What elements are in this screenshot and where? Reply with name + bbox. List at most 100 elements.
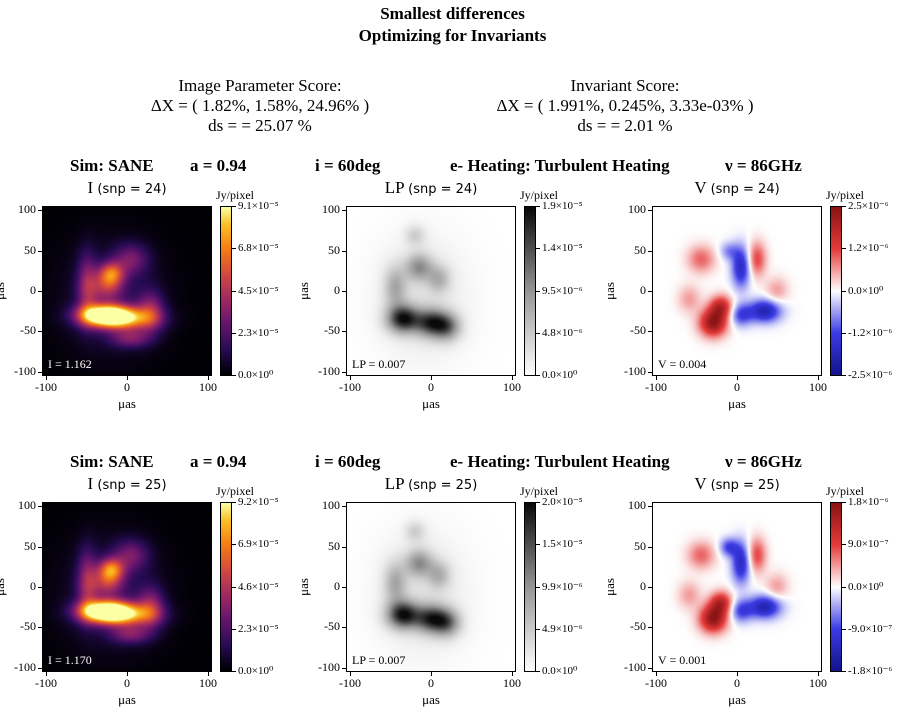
colorbar-unit-label: Jy/pixel: [826, 188, 864, 202]
y-tick-mark: [648, 291, 652, 292]
y-tick-mark: [38, 291, 42, 292]
colorbar-tick-label: 2.5×10⁻⁶: [848, 200, 889, 212]
y-tick-label: -100: [318, 363, 340, 378]
colorbar-tick-label: -2.5×10⁻⁶: [848, 369, 893, 381]
x-tick-mark: [656, 376, 658, 380]
figure-title: Smallest differences: [380, 4, 525, 23]
colorbar-unit-label: Jy/pixel: [216, 484, 254, 498]
heatmap-image: [43, 207, 211, 375]
y-tick-label: -100: [14, 659, 36, 674]
y-tick-label: 50: [634, 538, 646, 553]
colorbar-tick-mark: [842, 544, 846, 546]
y-tick-mark: [648, 587, 652, 588]
y-tick-mark: [38, 667, 42, 669]
image-score-label: Image Parameter Score:: [178, 76, 342, 95]
heatmap-image: [653, 207, 821, 375]
panel-total-label: V = 0.004: [658, 357, 707, 371]
colorbar: [220, 206, 232, 376]
x-tick-mark: [350, 376, 352, 380]
frequency-label: ν = 86GHz: [725, 156, 802, 175]
y-tick-mark: [342, 627, 346, 629]
heatmap-image: [347, 503, 515, 671]
y-tick-mark: [648, 371, 652, 373]
y-tick-label: 100: [18, 202, 36, 217]
x-tick-mark: [431, 376, 432, 380]
colorbar-tick-label: 2.3×10⁻⁵: [238, 326, 279, 339]
panel-title: V (snp = 24): [652, 178, 822, 198]
y-tick-mark: [648, 210, 652, 212]
colorbar-tick-label: 1.9×10⁻⁵: [542, 200, 583, 212]
x-tick-label: 100: [502, 380, 521, 394]
y-axis-label: μas: [296, 578, 311, 596]
panel-title: I (snp = 25): [42, 474, 212, 494]
heatmap-panel-v: [652, 206, 822, 376]
colorbar-tick-mark: [842, 671, 846, 672]
heatmap-panel-i: [42, 502, 212, 672]
x-tick-label: 100: [808, 380, 827, 394]
inclination-label: i = 60deg: [315, 156, 381, 175]
y-tick-mark: [342, 506, 346, 508]
colorbar-tick-label: 4.6×10⁻⁵: [238, 580, 279, 593]
invariant-score-ds: ds = = 2.01 %: [577, 116, 673, 135]
y-tick-label: -50: [630, 619, 646, 634]
x-tick-mark: [737, 672, 738, 676]
colorbar-tick-mark: [232, 671, 236, 672]
colorbar-tick-label: 4.9×10⁻⁶: [542, 622, 583, 635]
colorbar: [220, 502, 232, 672]
panel-total-label: I = 1.170: [48, 653, 92, 667]
panel-quantity-label: LP: [384, 474, 409, 493]
panel-total-label: I = 1.162: [48, 357, 92, 371]
y-tick-label: -50: [20, 619, 36, 634]
x-tick-label: 0: [734, 676, 740, 690]
panel-quantity-label: I: [87, 474, 98, 493]
x-tick-mark: [431, 672, 432, 676]
y-tick-mark: [342, 546, 346, 548]
colorbar-tick-label: 9.9×10⁻⁶: [542, 580, 583, 593]
x-axis-label: μas: [422, 396, 440, 411]
colorbar-tick-mark: [536, 628, 540, 630]
colorbar-tick-label: -9.0×10⁻⁷: [848, 622, 893, 635]
panel-total-label: V = 0.001: [658, 653, 707, 667]
colorbar-gradient: [525, 207, 535, 375]
colorbar-tick-label: -1.2×10⁻⁶: [848, 326, 893, 339]
colorbar-tick-mark: [536, 248, 540, 250]
colorbar-gradient: [221, 503, 231, 671]
x-tick-label: -100: [645, 380, 668, 394]
colorbar-tick-label: 4.8×10⁻⁶: [542, 326, 583, 339]
image-score-ds: ds = = 25.07 %: [208, 116, 312, 135]
colorbar-tick-label: 9.2×10⁻⁵: [238, 496, 279, 508]
y-axis-label: μas: [296, 282, 311, 300]
heatmap-image: [653, 503, 821, 671]
y-tick-mark: [38, 587, 42, 588]
x-axis-label: μas: [728, 396, 746, 411]
invariant-score: Invariant Score: ΔX = ( 1.991%, 0.245%, …: [470, 76, 780, 136]
heatmap-panel-lp: [346, 502, 516, 672]
y-tick-mark: [38, 371, 42, 373]
spin-label: a = 0.94: [190, 156, 247, 175]
colorbar-tick-label: 2.3×10⁻⁵: [238, 622, 279, 635]
panel-quantity-label: V: [694, 474, 711, 493]
y-tick-label: 50: [24, 242, 36, 257]
colorbar-tick-label: 0.0×10⁰: [542, 665, 578, 677]
colorbar-gradient: [525, 503, 535, 671]
y-tick-label: 100: [628, 498, 646, 513]
x-tick-mark: [350, 672, 352, 676]
image-score-dx: ΔX = ( 1.82%, 1.58%, 24.96% ): [150, 96, 370, 115]
colorbar-tick-label: 1.5×10⁻⁵: [542, 538, 583, 551]
y-tick-mark: [342, 291, 346, 292]
colorbar-tick-mark: [536, 502, 540, 503]
x-tick-label: 0: [124, 380, 130, 394]
colorbar-tick-label: 4.5×10⁻⁵: [238, 284, 279, 297]
y-tick-mark: [648, 506, 652, 508]
x-tick-mark: [511, 672, 513, 676]
invariant-score-dx: ΔX = ( 1.991%, 0.245%, 3.33e-03% ): [496, 96, 754, 115]
colorbar-tick-mark: [536, 671, 540, 672]
y-tick-label: 100: [18, 498, 36, 513]
colorbar-tick-label: 9.5×10⁻⁶: [542, 284, 583, 297]
colorbar-tick-mark: [842, 375, 846, 376]
x-tick-mark: [817, 672, 819, 676]
x-tick-label: 100: [198, 676, 217, 690]
y-tick-label: -100: [624, 659, 646, 674]
x-tick-label: 0: [124, 676, 130, 690]
x-axis-label: μas: [728, 692, 746, 707]
